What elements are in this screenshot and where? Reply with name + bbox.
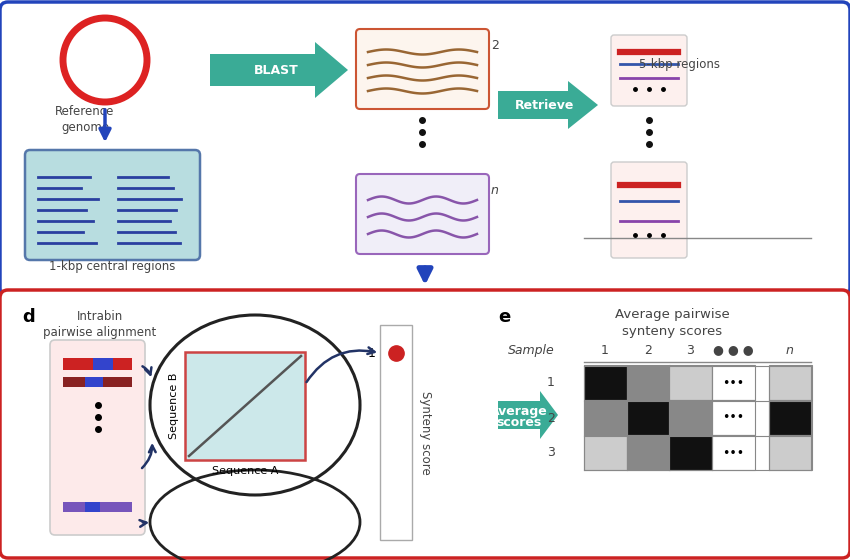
Bar bbox=[584, 365, 627, 400]
FancyBboxPatch shape bbox=[25, 150, 200, 260]
Bar bbox=[93, 358, 113, 370]
Bar bbox=[85, 377, 103, 387]
Text: Intrabin
pairwise alignment: Intrabin pairwise alignment bbox=[43, 310, 156, 339]
Text: Average pairwise
synteny scores: Average pairwise synteny scores bbox=[615, 308, 729, 338]
Text: 1-kbp central regions: 1-kbp central regions bbox=[48, 260, 175, 273]
Text: Retrieve: Retrieve bbox=[515, 99, 575, 111]
Text: Sample: Sample bbox=[508, 343, 555, 357]
Text: Reference
genome: Reference genome bbox=[55, 105, 115, 134]
Text: Average: Average bbox=[490, 404, 548, 418]
Bar bbox=[63, 377, 132, 387]
Text: •••: ••• bbox=[722, 446, 744, 460]
Text: 1: 1 bbox=[547, 376, 555, 390]
Bar bbox=[712, 365, 755, 400]
Bar bbox=[769, 435, 812, 470]
Bar bbox=[380, 325, 412, 540]
FancyBboxPatch shape bbox=[185, 352, 305, 460]
Text: BLAST: BLAST bbox=[253, 63, 298, 77]
Text: 1: 1 bbox=[601, 343, 609, 357]
FancyBboxPatch shape bbox=[0, 290, 850, 558]
Text: Sequence A: Sequence A bbox=[212, 466, 278, 476]
Bar bbox=[669, 435, 712, 470]
Bar bbox=[669, 365, 712, 400]
Text: 3: 3 bbox=[686, 343, 694, 357]
FancyBboxPatch shape bbox=[611, 162, 687, 258]
Polygon shape bbox=[498, 81, 598, 129]
Bar bbox=[669, 400, 712, 435]
Text: 2: 2 bbox=[547, 412, 555, 424]
Bar bbox=[627, 365, 670, 400]
FancyBboxPatch shape bbox=[356, 29, 489, 109]
Bar bbox=[85, 502, 100, 512]
Text: d: d bbox=[22, 308, 35, 326]
Bar bbox=[769, 400, 812, 435]
FancyBboxPatch shape bbox=[611, 35, 687, 106]
Text: 5-kbp regions: 5-kbp regions bbox=[639, 58, 721, 71]
FancyBboxPatch shape bbox=[50, 340, 145, 535]
Text: n: n bbox=[786, 343, 794, 357]
Polygon shape bbox=[498, 391, 558, 439]
Text: scores: scores bbox=[496, 417, 541, 430]
Text: e: e bbox=[498, 308, 510, 326]
Bar bbox=[63, 502, 132, 512]
Text: 1: 1 bbox=[368, 347, 376, 360]
Text: 3: 3 bbox=[547, 446, 555, 460]
Text: 2: 2 bbox=[644, 343, 652, 357]
Bar bbox=[627, 400, 670, 435]
FancyBboxPatch shape bbox=[0, 2, 850, 296]
Bar bbox=[627, 435, 670, 470]
Text: Sequence B: Sequence B bbox=[169, 373, 179, 439]
Text: •••: ••• bbox=[722, 412, 744, 424]
Text: Synteny score: Synteny score bbox=[420, 391, 433, 474]
Bar bbox=[712, 435, 755, 470]
Text: •••: ••• bbox=[722, 376, 744, 390]
Text: ● ● ●: ● ● ● bbox=[712, 343, 753, 357]
Text: n: n bbox=[491, 184, 499, 197]
Bar bbox=[63, 358, 132, 370]
Text: 2: 2 bbox=[491, 39, 499, 52]
FancyBboxPatch shape bbox=[356, 174, 489, 254]
Bar bbox=[584, 400, 627, 435]
Bar bbox=[769, 365, 812, 400]
Bar bbox=[584, 435, 627, 470]
Polygon shape bbox=[210, 42, 348, 98]
Bar bbox=[712, 400, 755, 435]
